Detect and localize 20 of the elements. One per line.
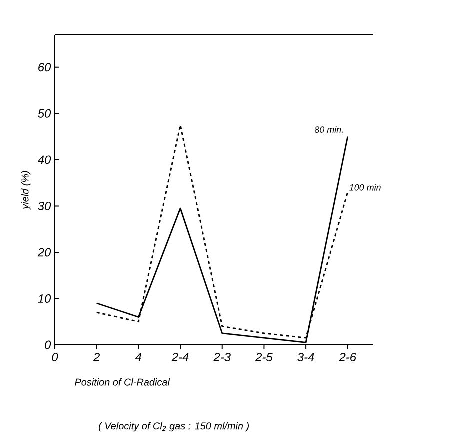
x-tick-label: 2-3 [214, 353, 231, 362]
x-axis-title: Position of Cl-Radical [75, 378, 170, 386]
y-tick-label: 30 [38, 202, 52, 210]
x-tick-label: 0 [52, 353, 58, 362]
series-label: 80 min. [314, 126, 343, 133]
x-tick-label: 2-6 [339, 353, 357, 362]
x-tick-label: 3-4 [298, 353, 314, 362]
y-tick-label: 10 [38, 294, 52, 303]
text: ( Velocity of Cl$_{2}$ gas : 150 ml/min ) [98, 422, 249, 432]
y-tick-label: 40 [38, 156, 52, 164]
y-tick-label: 50 [38, 109, 52, 118]
y-tick-label: 0 [45, 340, 52, 350]
y-tick-label: 60 [38, 63, 52, 72]
series-label: 100 min [350, 184, 381, 191]
y-axis-title: yield (%) [21, 171, 31, 210]
x-tick-label: 2-5 [256, 353, 273, 362]
x-tick-label: 2-4 [172, 353, 189, 362]
x-tick-label: 4 [135, 353, 142, 362]
x-tick-label: 2 [93, 353, 100, 362]
y-tick-label: 20 [38, 248, 52, 257]
